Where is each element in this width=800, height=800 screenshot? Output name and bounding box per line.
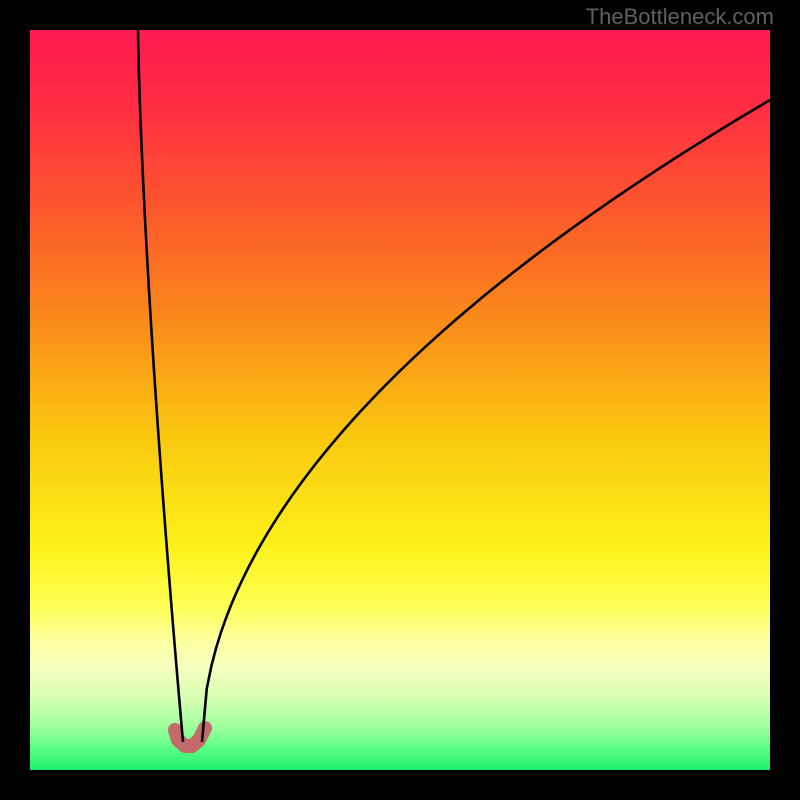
plot-area <box>30 30 770 770</box>
watermark-text: TheBottleneck.com <box>586 4 774 30</box>
right-curve <box>202 100 770 742</box>
curve-overlay <box>30 30 770 770</box>
left-curve <box>138 30 183 742</box>
bump-marker <box>175 728 205 746</box>
